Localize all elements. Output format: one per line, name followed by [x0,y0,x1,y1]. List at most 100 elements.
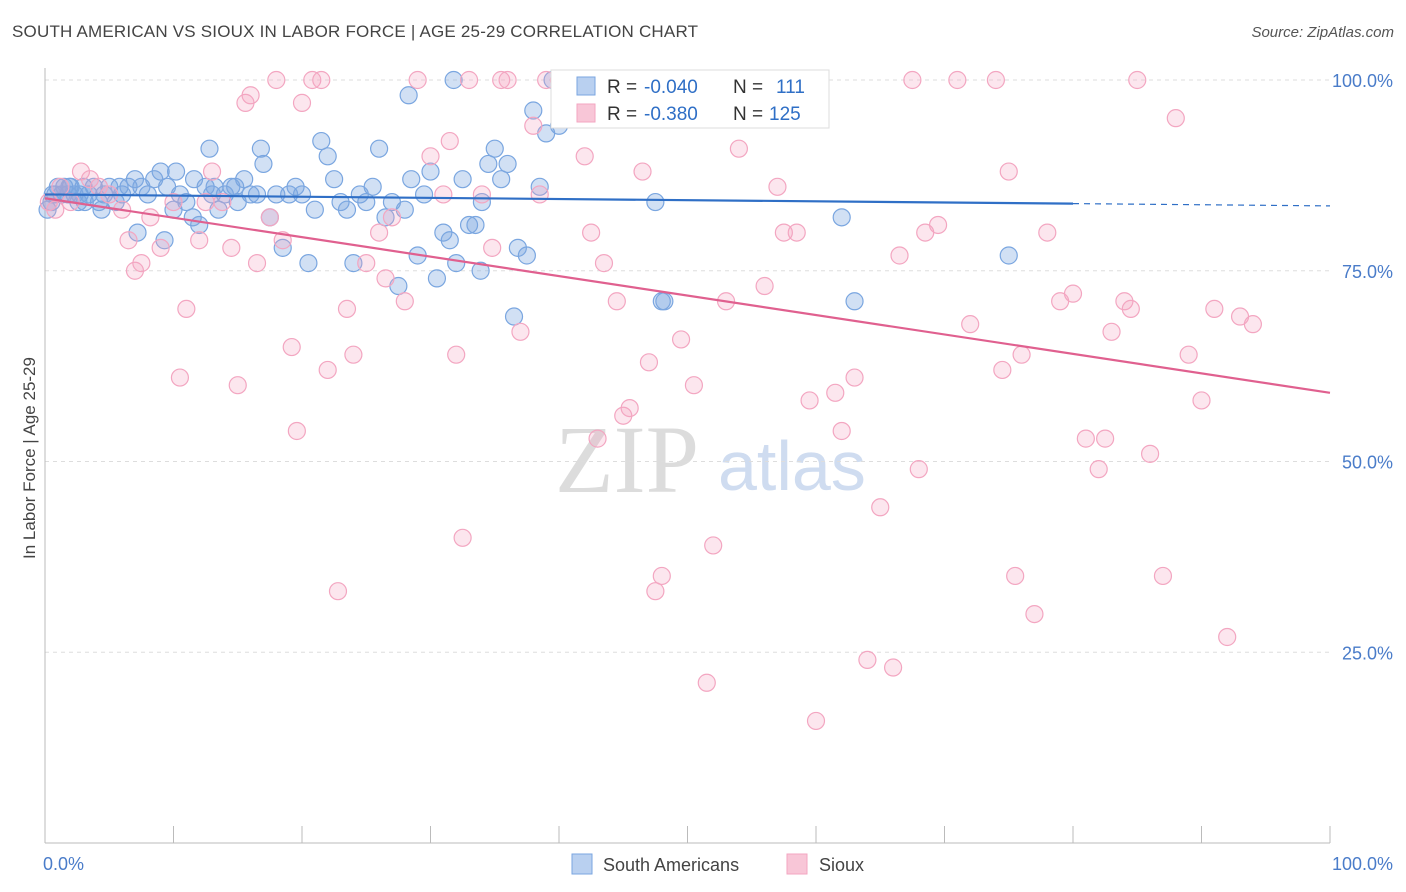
point-sioux-107 [1076,429,1095,448]
point-sioux-120 [1218,627,1237,647]
point-south-americans-27 [177,192,196,212]
y-tick-label-25: 25.0% [1342,643,1393,663]
point-south-americans-57 [370,139,389,158]
point-south-americans-106 [205,177,224,196]
point-south-americans-97 [200,139,219,158]
point-sioux-60 [575,147,594,166]
point-sioux-17 [190,231,209,250]
point-south-americans-53 [344,254,363,273]
stats-swatch-south-americans [576,76,596,96]
point-sioux-109 [1096,429,1115,448]
stats-n-label-2: N = [733,104,763,125]
point-south-americans-37 [241,185,260,204]
point-south-americans-42 [273,238,292,257]
point-sioux-42 [395,292,414,311]
point-south-americans-69 [447,254,466,273]
point-sioux-26 [260,208,279,227]
point-south-americans-80 [524,101,543,120]
point-sioux-19 [202,162,222,181]
point-sioux-98 [986,70,1006,90]
point-sioux-14 [164,192,183,212]
point-south-americans-92 [845,292,864,311]
grid-lines [45,79,1330,653]
point-sioux-84 [806,711,826,731]
point-south-americans-76 [492,170,511,189]
point-south-americans-91 [832,208,851,227]
stats-r-value-2: -0.380 [644,104,698,125]
point-sioux-62 [588,429,607,448]
point-south-americans-75 [485,139,504,158]
stats-box: R = -0.040 N = 111 R = -0.380 N = 125 [550,69,830,129]
point-sioux-86 [832,421,851,441]
point-south-americans-58 [376,208,395,227]
point-sioux-90 [883,658,903,677]
point-sioux-92 [903,70,922,90]
point-south-americans-52 [337,200,357,219]
point-south-americans-96 [471,261,490,280]
point-sioux-47 [447,345,466,364]
point-south-americans-45 [292,185,312,204]
point-south-americans-50 [325,170,344,189]
point-sioux-69 [646,582,665,601]
trend-line-south-americans [44,193,1074,205]
point-sioux-55 [524,116,543,135]
point-sioux-82 [787,223,806,242]
point-sioux-52 [492,70,511,90]
point-south-americans-79 [517,246,536,265]
chart-title: SOUTH AMERICAN VS SIOUX IN LABOR FORCE |… [12,22,699,41]
point-south-americans-29 [190,215,209,235]
point-south-americans-56 [363,177,382,196]
point-sioux-100 [999,162,1018,181]
point-sioux-88 [858,650,877,669]
point-south-americans-43 [280,185,299,204]
point-south-americans-87 [646,192,665,212]
point-sioux-29 [282,337,301,357]
point-sioux-68 [639,353,659,372]
point-sioux-113 [1128,70,1147,90]
legend-label-south-americans: South Americans [603,855,739,875]
point-sioux-103 [1025,604,1044,624]
point-south-americans-89 [655,292,674,311]
point-sioux-116 [1166,109,1185,128]
point-sioux-73 [684,376,704,395]
point-sioux-79 [755,276,774,296]
y-tick-label-100: 100.0% [1332,71,1393,91]
point-sioux-80 [768,177,787,196]
point-sioux-50 [472,185,491,204]
legend-label-sioux: Sioux [819,855,864,875]
point-south-americans-55 [357,192,376,212]
point-sioux-20 [213,192,232,212]
x-tick-label-max: 100.0% [1332,854,1393,874]
point-sioux-111 [1115,292,1134,311]
point-south-americans-46 [299,254,318,273]
point-sioux-56 [530,185,549,204]
point-sioux-36 [337,299,357,318]
point-sioux-114 [1140,444,1160,463]
point-sioux-63 [594,254,614,273]
point-sioux-99 [993,360,1012,380]
point-sioux-16 [177,299,196,318]
point-south-americans-44 [286,177,305,196]
point-sioux-53 [498,70,517,90]
point-sioux-15 [170,368,190,387]
point-sioux-35 [328,582,348,601]
point-sioux-12 [141,208,160,227]
point-south-americans-23 [151,162,170,181]
point-south-americans-65 [421,162,440,181]
point-sioux-11 [132,254,151,273]
point-sioux-70 [652,566,671,586]
point-sioux-117 [1179,345,1198,364]
point-sioux-39 [370,223,389,242]
legend-swatch-south-americans [571,853,593,875]
point-sioux-89 [871,498,890,517]
point-sioux-61 [582,223,601,242]
point-sioux-21 [222,238,241,257]
point-sioux-1 [46,200,65,219]
trend-lines [44,193,1331,394]
point-sioux-33 [312,70,331,90]
point-sioux-97 [961,315,980,334]
point-sioux-49 [459,70,479,90]
point-sioux-106 [1063,284,1083,303]
point-sioux-87 [845,368,864,387]
